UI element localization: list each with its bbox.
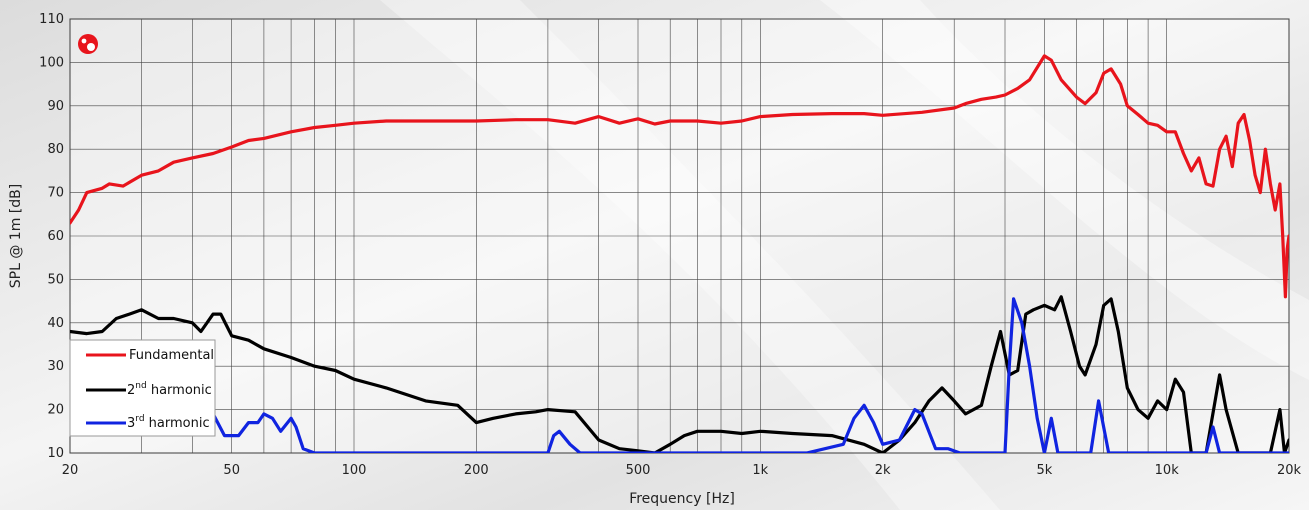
y-tick-label: 60 [47, 229, 64, 244]
y-tick-label: 40 [47, 316, 64, 331]
fundamental-line [70, 54, 1289, 299]
second-harmonic-line [70, 295, 1289, 453]
background-swoosh-2 [820, 0, 1309, 380]
x-axis-tick-labels: 20 50 100 200 500 1k 2k 5k 10k 20k [62, 463, 1302, 478]
y-tick-label: 90 [47, 99, 64, 114]
brand-logo-dot-small [81, 38, 87, 44]
y-tick-label: 20 [47, 403, 64, 418]
x-tick-label: 10k [1155, 463, 1180, 478]
x-axis-title: Frequency [Hz] [629, 491, 735, 507]
brand-logo-icon [78, 34, 98, 54]
x-tick-label: 50 [223, 463, 240, 478]
x-tick-label: 5k [1036, 463, 1052, 478]
y-tick-label: 110 [39, 12, 64, 27]
legend-label-2nd-harmonic: 2nd harmonic [127, 381, 212, 398]
y-tick-label: 30 [47, 359, 64, 374]
background-swoosh [380, 0, 1000, 510]
x-tick-label: 2k [875, 463, 891, 478]
x-tick-label: 500 [626, 463, 651, 478]
legend-label-3rd-harmonic: 3rd harmonic [127, 414, 210, 431]
legend: Fundamental 2nd harmonic 3rd harmonic [69, 339, 216, 437]
y-tick-label: 100 [39, 55, 64, 70]
y-axis-tick-labels: 10 20 30 40 50 60 70 80 90 100 110 [39, 12, 64, 461]
y-tick-label: 80 [47, 142, 64, 157]
x-tick-label: 200 [464, 463, 489, 478]
x-tick-label: 20 [62, 463, 79, 478]
x-tick-label: 100 [342, 463, 367, 478]
y-tick-label: 10 [47, 446, 64, 461]
x-tick-label: 20k [1277, 463, 1302, 478]
legend-label-fundamental: Fundamental [129, 348, 214, 363]
y-tick-label: 70 [47, 186, 64, 201]
x-tick-label: 1k [752, 463, 768, 478]
brand-logo-disc [78, 34, 98, 54]
y-axis-title: SPL @ 1m [dB] [8, 184, 24, 288]
brand-logo-dot [87, 43, 95, 51]
y-tick-label: 50 [47, 272, 64, 287]
